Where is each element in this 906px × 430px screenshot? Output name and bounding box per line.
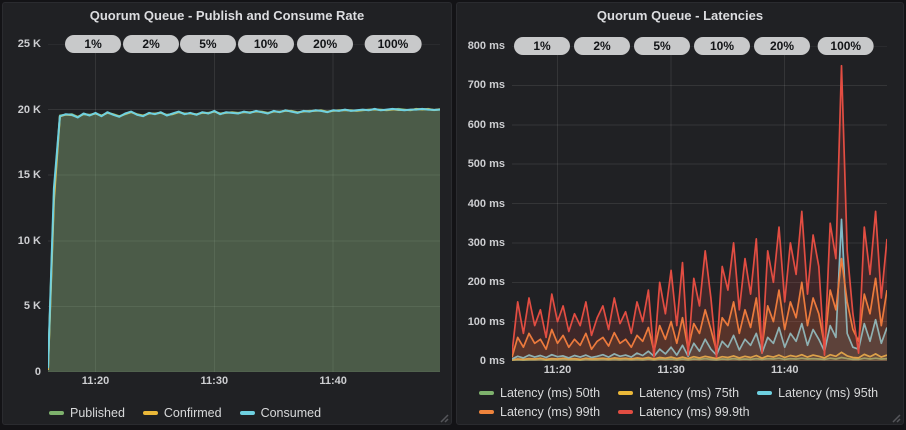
load-step-badge-100[interactable]: 100% [817, 37, 875, 55]
x-tick-label: 11:40 [770, 364, 799, 376]
legend-item-consumed[interactable]: Consumed [239, 406, 322, 420]
legend-item-latency-ms-95th[interactable]: Latency (ms) 95th [757, 386, 878, 400]
y-tick-label: 0 [34, 366, 41, 378]
legend-series-dash-icon [757, 391, 773, 395]
legend-series-dash-icon [479, 410, 494, 414]
y-tick-label: 200 ms [467, 276, 505, 289]
x-tick-label: 11:20 [543, 364, 572, 376]
load-step-badge-1[interactable]: 1% [65, 35, 122, 53]
legend-series-dash-icon [49, 411, 64, 415]
series-line-latency-ms-50th [512, 356, 887, 361]
resize-grip-icon [892, 414, 901, 423]
legend-series-dash-icon [479, 391, 494, 395]
legend-item-confirmed[interactable]: Confirmed [142, 406, 222, 420]
load-step-badge-5[interactable]: 5% [179, 35, 236, 53]
legend-series-label: Latency (ms) 75th [639, 386, 740, 400]
load-step-badge-2[interactable]: 2% [123, 35, 180, 53]
y-tick-label: 5 K [23, 300, 41, 313]
latency-chart-legend: Latency (ms) 50th Latency (ms) 75th Latenc… [479, 386, 895, 419]
load-step-badge-5[interactable]: 5% [634, 37, 690, 55]
series-area-consumed [48, 108, 440, 372]
x-tick-label: 11:20 [81, 375, 110, 387]
panel-title[interactable]: Quorum Queue - Publish and Consume Rate [89, 8, 365, 23]
load-step-badge-10[interactable]: 10% [237, 35, 294, 53]
panel-resize-handle[interactable] [437, 410, 449, 423]
load-step-badge-20[interactable]: 20% [297, 35, 354, 53]
x-tick-label: 11:30 [657, 364, 685, 376]
panel-publish-consume-rate: Quorum Queue - Publish and Consume Rate … [2, 2, 452, 425]
legend-series-label: Latency (ms) 99th [500, 405, 601, 419]
y-tick-label: 300 ms [467, 236, 505, 249]
legend-series-label: Latency (ms) 50th [500, 386, 601, 400]
series-line-latency-ms-75th [512, 351, 887, 361]
legend-series-label: Latency (ms) 99.9th [639, 405, 750, 419]
y-tick-label: 0 ms [479, 355, 505, 367]
legend-series-dash-icon [239, 411, 255, 415]
y-tick-label: 15 K [17, 169, 41, 182]
legend-series-label: Latency (ms) 95th [778, 386, 879, 400]
y-tick-label: 100 ms [467, 315, 505, 328]
x-tick-label: 11:40 [319, 375, 347, 387]
legend-item-latency-ms-99th[interactable]: Latency (ms) 99th [479, 405, 600, 419]
panel-title[interactable]: Quorum Queue - Latencies [596, 8, 764, 23]
y-tick-label: 400 ms [467, 197, 505, 210]
rate-chart-plot[interactable] [48, 44, 440, 372]
y-tick-label: 20 K [17, 103, 41, 116]
series-area-latency-ms-95th [512, 219, 887, 361]
series-area-latency-ms-99th [512, 258, 887, 361]
panel-latencies: Quorum Queue - Latencies Latency (ms) 50… [456, 2, 904, 425]
legend-series-dash-icon [142, 411, 158, 415]
load-step-badge-100[interactable]: 100% [364, 35, 422, 53]
series-area-confirmed [48, 109, 440, 372]
legend-series-label: Consumed [260, 406, 322, 420]
legend-series-dash-icon [618, 410, 634, 414]
legend-item-published[interactable]: Published [49, 406, 125, 420]
load-step-badge-10[interactable]: 10% [694, 37, 750, 55]
x-tick-label: 11:30 [200, 375, 229, 387]
resize-grip-icon [440, 414, 449, 423]
panel-resize-handle[interactable] [889, 410, 901, 423]
load-step-badge-1[interactable]: 1% [514, 37, 570, 55]
series-area-latency-ms-99-9th [512, 65, 887, 361]
legend-item-latency-ms-50th[interactable]: Latency (ms) 50th [479, 386, 600, 400]
load-step-badge-20[interactable]: 20% [754, 37, 810, 55]
series-line-consumed [48, 107, 440, 369]
y-tick-label: 700 ms [467, 79, 505, 92]
legend-item-latency-ms-75th[interactable]: Latency (ms) 75th [618, 386, 739, 400]
y-tick-label: 500 ms [467, 158, 505, 171]
load-step-badge-2[interactable]: 2% [574, 37, 630, 55]
rate-chart-legend: Published Confirmed Consumed [49, 406, 439, 420]
y-tick-label: 800 ms [467, 40, 505, 52]
legend-series-label: Published [70, 406, 125, 420]
legend-series-label: Confirmed [163, 406, 222, 420]
series-area-published [48, 108, 440, 372]
y-tick-label: 10 K [17, 234, 41, 247]
y-tick-label: 25 K [17, 38, 41, 50]
y-tick-label: 600 ms [467, 118, 505, 131]
legend-series-dash-icon [618, 391, 634, 395]
latency-chart-plot[interactable] [512, 46, 887, 361]
legend-item-latency-ms-99-9th[interactable]: Latency (ms) 99.9th [618, 405, 750, 419]
series-line-latency-ms-99-9th [512, 64, 887, 358]
